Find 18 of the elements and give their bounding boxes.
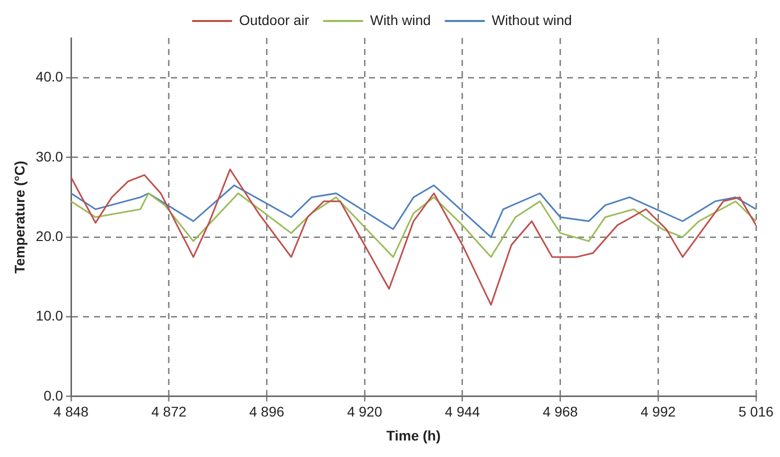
x-tick-label: 4 920 — [347, 404, 382, 420]
y-tick-label: 0.0 — [44, 387, 64, 404]
x-tick-label: 4 848 — [54, 404, 89, 420]
y-tick-label: 30.0 — [36, 148, 64, 164]
y-tick-label: 40.0 — [36, 68, 64, 85]
legend-label: Without wind — [492, 12, 572, 28]
x-tick-label: 4 968 — [542, 404, 578, 420]
x-tick-label: 4 896 — [249, 404, 284, 420]
y-tick-label: 20.0 — [36, 228, 64, 244]
y-tick-label: 10.0 — [36, 308, 64, 324]
x-tick-label: 4 872 — [151, 404, 187, 420]
x-tick-label: 4 992 — [640, 404, 676, 420]
legend-label: Outdoor air — [239, 12, 310, 28]
x-tick-label: 4 944 — [444, 404, 480, 420]
y-axis-title: Temperature (°C) — [11, 160, 28, 274]
x-axis-title: Time (h) — [386, 427, 441, 444]
x-tick-label: 5 016 — [738, 404, 774, 420]
legend-label: With wind — [370, 12, 431, 28]
